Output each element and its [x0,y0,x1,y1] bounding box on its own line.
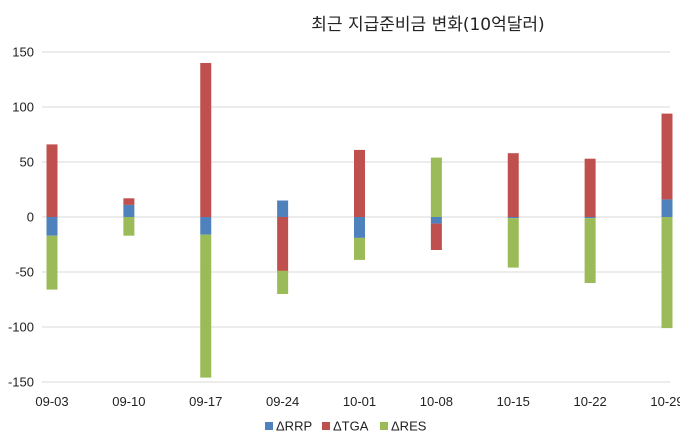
bar-delta-tga-10-08 [430,223,442,250]
x-tick-label: 09-24 [266,394,299,409]
chart-title: 최근 지급준비금 변화(10억달러) [311,15,544,35]
x-axis: 09-03 09-10 09-17 09-24 10-01 10-08 10-15 10-22… [35,394,680,409]
x-tick-label: 10-01 [343,394,376,409]
legend-label: ΔTGA [333,419,369,434]
y-axis: 150 100 50 0 -50 -100 -150 [8,45,34,390]
legend-swatch [322,422,330,430]
bar-delta-res-09-17 [200,234,212,378]
bar-delta-rrp-10-22 [584,217,596,219]
y-tick-label: -50 [15,265,34,280]
x-tick-label: 09-03 [35,394,68,409]
legend: ΔRRP ΔTGA ΔRES [265,419,427,434]
bar-delta-res-10-15 [507,218,519,268]
x-tick-label: 10-08 [420,394,453,409]
y-tick-label: 100 [12,100,34,115]
bar-delta-res-09-24 [277,270,289,294]
bar-delta-rrp-09-10 [123,204,135,217]
x-tick-label: 10-29 [650,394,680,409]
x-tick-label: 09-10 [112,394,145,409]
bar-delta-res-10-08 [430,157,442,217]
bar-delta-tga-09-17 [200,63,212,217]
bar-delta-res-10-01 [354,237,365,260]
y-tick-label: 0 [27,210,34,225]
legend-label: ΔRRP [276,419,312,434]
bar-delta-rrp-09-17 [200,217,212,235]
bar-delta-rrp-09-24 [277,200,289,217]
bar-delta-tga-10-22 [584,158,596,217]
bars [46,63,673,378]
bar-delta-tga-09-10 [123,198,135,205]
bar-delta-rrp-10-01 [354,217,365,238]
x-tick-label: 10-22 [574,394,607,409]
bar-delta-tga-10-15 [507,153,519,217]
y-tick-label: 50 [20,155,34,170]
y-tick-label: 150 [12,45,34,60]
bar-delta-tga-10-01 [354,149,365,217]
bar-delta-res-10-22 [584,218,596,283]
bar-delta-rrp-10-15 [507,217,519,219]
legend-swatch [265,422,273,430]
y-tick-label: -150 [8,375,34,390]
bar-delta-res-09-03 [46,235,58,290]
bar-delta-res-09-10 [123,217,135,236]
x-tick-label: 10-15 [497,394,530,409]
bar-delta-tga-10-29 [661,113,673,200]
y-tick-label: -100 [8,320,34,335]
bar-delta-res-10-29 [661,217,673,329]
legend-label: ΔRES [391,419,427,434]
bar-delta-tga-09-03 [46,144,58,217]
bar-delta-tga-09-24 [277,217,289,271]
bar-delta-rrp-10-29 [661,199,673,217]
bar-delta-rrp-10-08 [430,217,442,224]
legend-swatch [380,422,388,430]
bar-delta-rrp-09-03 [46,217,58,236]
x-tick-label: 09-17 [189,394,222,409]
